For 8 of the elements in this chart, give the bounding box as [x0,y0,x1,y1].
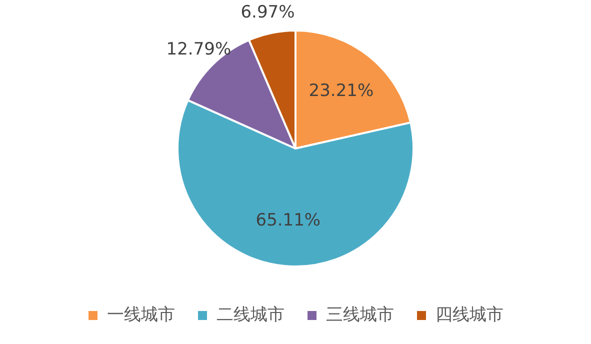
legend-label: 二线城市 [216,304,284,325]
data-label: 23.21% [308,80,374,101]
data-label: 12.79% [166,39,232,60]
legend-label: 三线城市 [326,304,394,325]
legend-label: 四线城市 [436,304,504,325]
data-label: 6.97% [240,2,295,23]
data-label: 65.11% [256,210,321,231]
legend-label: 一线城市 [107,304,175,325]
